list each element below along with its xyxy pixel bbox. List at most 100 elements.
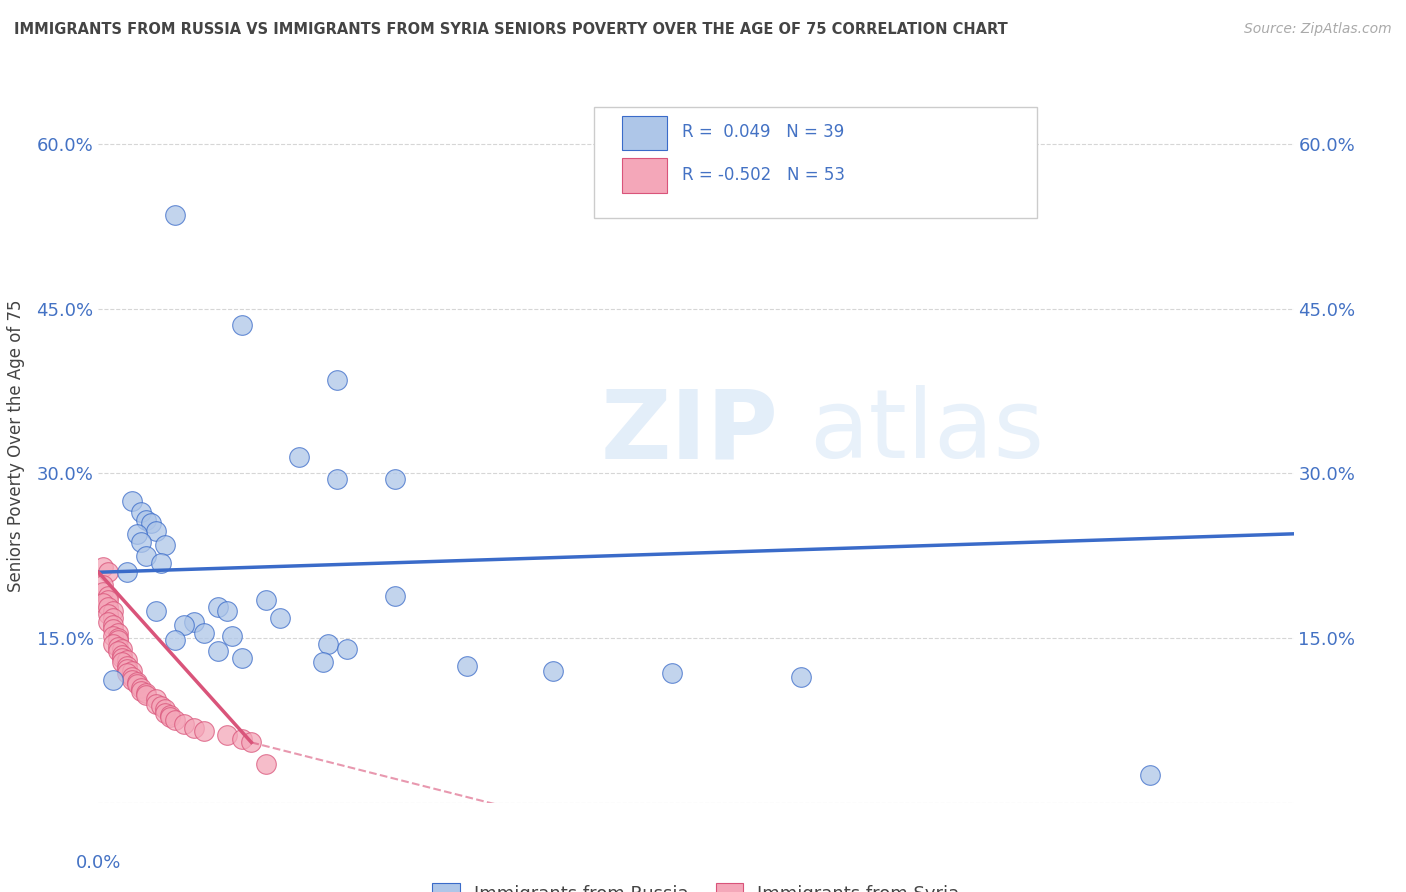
Point: [135, 686, 157, 700]
Point: [145, 697, 167, 711]
Point: [207, 644, 229, 658]
Point: [790, 669, 813, 683]
Point: [131, 534, 153, 549]
Point: [193, 724, 215, 739]
Point: [207, 600, 229, 615]
Point: [111, 648, 134, 662]
Point: [101, 637, 124, 651]
FancyBboxPatch shape: [595, 107, 1036, 218]
Point: [163, 209, 186, 223]
Point: [1139, 768, 1161, 782]
Point: [231, 651, 253, 665]
Text: ZIP: ZIP: [600, 385, 779, 478]
Point: [111, 651, 134, 665]
Point: [159, 710, 181, 724]
Point: [240, 735, 263, 749]
Point: [456, 658, 478, 673]
Point: [107, 625, 129, 640]
Point: [107, 644, 129, 658]
Point: [254, 592, 277, 607]
Point: [97, 592, 120, 607]
Point: [155, 538, 177, 552]
Point: [139, 516, 162, 530]
Point: [145, 691, 167, 706]
Point: [288, 450, 311, 464]
Point: [231, 318, 253, 333]
Point: [97, 600, 120, 615]
Text: IMMIGRANTS FROM RUSSIA VS IMMIGRANTS FROM SYRIA SENIORS POVERTY OVER THE AGE OF : IMMIGRANTS FROM RUSSIA VS IMMIGRANTS FRO…: [14, 22, 1008, 37]
Point: [101, 611, 124, 625]
Point: [101, 623, 124, 637]
Point: [384, 472, 406, 486]
Point: [173, 618, 195, 632]
Point: [149, 699, 172, 714]
Point: [91, 559, 114, 574]
Point: [91, 578, 114, 592]
Point: [163, 633, 186, 648]
Point: [101, 618, 124, 632]
Point: [111, 655, 134, 669]
Point: [254, 757, 277, 772]
Point: [107, 631, 129, 645]
Point: [183, 615, 205, 629]
Point: [125, 675, 148, 690]
Point: [125, 677, 148, 691]
Bar: [621, 116, 668, 150]
Point: [131, 505, 153, 519]
Point: [101, 673, 124, 687]
Point: [217, 728, 239, 742]
Point: [145, 604, 167, 618]
Point: [91, 585, 114, 599]
Point: [131, 681, 153, 695]
Point: [336, 642, 359, 657]
Point: [107, 640, 129, 654]
Point: [326, 373, 349, 387]
Point: [217, 604, 239, 618]
Point: [91, 596, 114, 610]
Point: [159, 708, 181, 723]
Point: [97, 607, 120, 621]
Text: atlas: atlas: [810, 385, 1045, 478]
Y-axis label: Seniors Poverty Over the Age of 75: Seniors Poverty Over the Age of 75: [7, 300, 25, 592]
Point: [155, 706, 177, 720]
Point: [121, 669, 143, 683]
Text: R = -0.502   N = 53: R = -0.502 N = 53: [682, 166, 845, 184]
Point: [193, 625, 215, 640]
Point: [115, 566, 138, 580]
Point: [125, 526, 148, 541]
Point: [135, 688, 157, 702]
Point: [97, 615, 120, 629]
Point: [183, 721, 205, 735]
Point: [97, 566, 120, 580]
Point: [155, 702, 177, 716]
Bar: [621, 159, 668, 193]
Point: [101, 629, 124, 643]
Legend: Immigrants from Russia, Immigrants from Syria: Immigrants from Russia, Immigrants from …: [425, 876, 967, 892]
Point: [115, 653, 138, 667]
Point: [661, 666, 683, 681]
Point: [149, 557, 172, 571]
Point: [269, 611, 291, 625]
Point: [231, 732, 253, 747]
Point: [121, 673, 143, 687]
Point: [173, 716, 195, 731]
Point: [121, 664, 143, 678]
Point: [135, 512, 157, 526]
Point: [135, 549, 157, 563]
Point: [115, 662, 138, 676]
Point: [131, 683, 153, 698]
Point: [101, 604, 124, 618]
Point: [107, 633, 129, 648]
Point: [163, 714, 186, 728]
Text: R =  0.049   N = 39: R = 0.049 N = 39: [682, 123, 844, 141]
Point: [121, 494, 143, 508]
Point: [541, 664, 564, 678]
Point: [326, 472, 349, 486]
Text: Source: ZipAtlas.com: Source: ZipAtlas.com: [1244, 22, 1392, 37]
Point: [221, 629, 243, 643]
Text: 0.0%: 0.0%: [76, 855, 121, 872]
Point: [115, 666, 138, 681]
Point: [111, 642, 134, 657]
Point: [145, 524, 167, 538]
Point: [115, 658, 138, 673]
